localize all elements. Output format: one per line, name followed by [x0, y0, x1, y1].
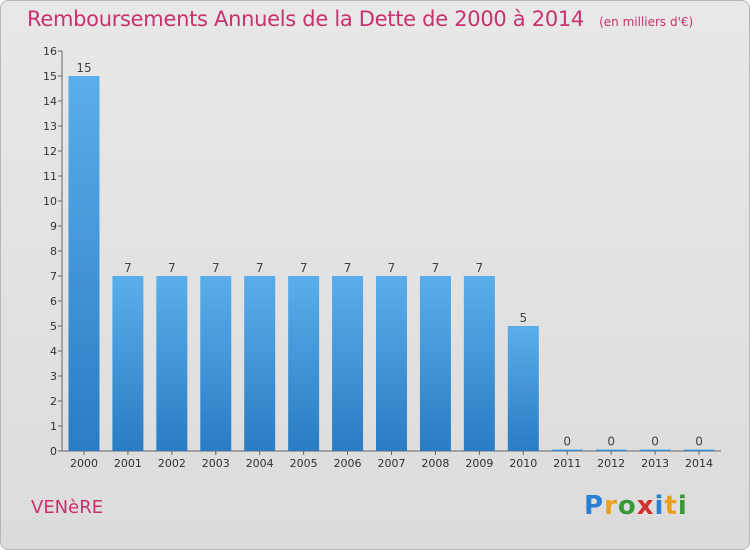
bar — [376, 276, 407, 451]
y-tick-label: 14 — [43, 95, 57, 108]
bar — [112, 276, 144, 451]
x-tick-label: 2012 — [597, 457, 625, 470]
y-tick-label: 12 — [43, 145, 57, 158]
y-tick-label: 8 — [50, 245, 57, 258]
logo-letter: r — [604, 491, 618, 521]
x-tick-label: 2008 — [421, 457, 449, 470]
y-tick-label: 6 — [50, 295, 57, 308]
logo-letter: i — [677, 491, 688, 521]
y-tick-label: 3 — [50, 370, 57, 383]
bar — [507, 326, 539, 451]
bar-value-label: 7 — [388, 261, 396, 275]
bar-value-label: 0 — [651, 435, 659, 449]
bar — [288, 276, 320, 451]
proxiti-logo: Proxiti — [584, 491, 688, 521]
chart-unit-note: (en milliers d'€) — [599, 15, 694, 29]
logo-letter: P — [584, 491, 605, 521]
bar-value-label: 7 — [256, 261, 264, 275]
y-tick-label: 1 — [50, 420, 57, 433]
bar-value-label: 7 — [300, 261, 308, 275]
bar-value-label: 7 — [432, 261, 440, 275]
x-tick-label: 2000 — [70, 457, 98, 470]
bar-value-label: 0 — [563, 435, 571, 449]
bar — [463, 276, 495, 451]
y-tick-label: 11 — [43, 170, 57, 183]
logo-letter: o — [617, 491, 637, 521]
chart-title: Remboursements Annuels de la Dette de 20… — [27, 7, 693, 31]
y-tick-label: 9 — [50, 220, 57, 233]
bar-value-label: 7 — [212, 261, 220, 275]
x-tick-label: 2007 — [378, 457, 406, 470]
x-tick-label: 2014 — [685, 457, 713, 470]
logo-letter: i — [654, 491, 665, 521]
bar — [68, 76, 100, 451]
bar — [639, 449, 671, 451]
x-tick-label: 2003 — [202, 457, 230, 470]
x-tick-label: 2001 — [114, 457, 142, 470]
bar-value-label: 0 — [695, 435, 703, 449]
bar-value-label: 7 — [168, 261, 176, 275]
bar — [419, 276, 451, 451]
x-tick-label: 2006 — [334, 457, 362, 470]
y-tick-label: 16 — [43, 45, 57, 58]
x-tick-label: 2002 — [158, 457, 186, 470]
y-tick-label: 10 — [43, 195, 57, 208]
bar — [551, 449, 583, 451]
bar — [332, 276, 364, 451]
y-tick-label: 13 — [43, 120, 57, 133]
bar — [683, 449, 715, 451]
bar-value-label: 7 — [344, 261, 352, 275]
commune-name: VENèRE — [31, 497, 104, 518]
x-tick-label: 2005 — [290, 457, 318, 470]
logo-letter: t — [664, 491, 678, 521]
x-tick-label: 2004 — [246, 457, 274, 470]
x-tick-label: 2013 — [641, 457, 669, 470]
bar — [595, 449, 627, 451]
y-tick-label: 0 — [50, 445, 57, 458]
y-tick-label: 5 — [50, 320, 57, 333]
bar — [244, 276, 276, 451]
bar-value-label: 7 — [476, 261, 484, 275]
x-tick-label: 2011 — [553, 457, 581, 470]
bar-value-label: 0 — [607, 435, 615, 449]
bar — [200, 276, 232, 451]
y-tick-label: 4 — [50, 345, 57, 358]
bar-value-label: 15 — [76, 61, 91, 75]
y-tick-label: 7 — [50, 270, 57, 283]
bar-value-label: 5 — [519, 311, 527, 325]
bar — [156, 276, 188, 451]
y-tick-label: 15 — [43, 70, 57, 83]
y-tick-label: 2 — [50, 395, 57, 408]
chart-title-text: Remboursements Annuels de la Dette de 20… — [27, 7, 584, 31]
x-tick-label: 2010 — [509, 457, 537, 470]
bar-value-label: 7 — [124, 261, 132, 275]
logo-letter: x — [636, 491, 655, 521]
x-tick-label: 2009 — [465, 457, 493, 470]
